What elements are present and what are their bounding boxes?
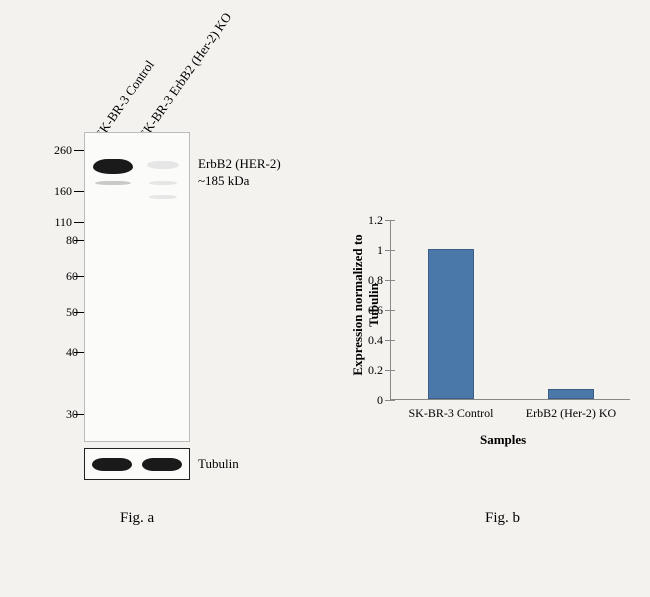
y-tick-label: 1.2	[357, 213, 383, 228]
tubulin-blot-membrane	[84, 448, 190, 480]
mw-tick	[74, 222, 84, 223]
band-faint	[149, 181, 177, 185]
x-tick-label: SK-BR-3 Control	[396, 406, 506, 421]
mw-tick	[74, 414, 84, 415]
mw-tick	[74, 352, 84, 353]
band-tubulin-control	[92, 458, 132, 471]
band-faint	[95, 181, 131, 185]
y-tick-inner	[391, 340, 395, 341]
mw-tick	[74, 276, 84, 277]
y-tick-inner	[391, 310, 395, 311]
y-tick-label: 1	[357, 243, 383, 258]
x-axis-label: Samples	[480, 432, 526, 448]
y-tick-label: 0.6	[357, 303, 383, 318]
y-tick-label: 0.2	[357, 363, 383, 378]
band-erbb2-control	[93, 159, 133, 174]
band-erbb2-ko	[147, 161, 179, 169]
mw-label: 110	[44, 215, 72, 230]
y-tick-inner	[391, 280, 395, 281]
figure-b-caption: Fig. b	[485, 510, 520, 527]
band-faint	[149, 195, 177, 199]
bar	[428, 249, 474, 399]
bar-chart-panel: Expression normalized to Tubulin 00.20.4…	[320, 0, 650, 597]
band-tubulin-ko	[142, 458, 182, 471]
mw-tick	[74, 312, 84, 313]
x-tick-label: ErbB2 (Her-2) KO	[516, 406, 626, 421]
figure-a-caption: Fig. a	[120, 510, 154, 527]
y-tick-inner	[391, 370, 395, 371]
western-blot-panel: SK-BR-3 Control SK-BR-3 ErbB2 (Her-2) KO…	[0, 0, 320, 597]
chart-plot-area: 00.20.40.60.811.2SK-BR-3 ControlErbB2 (H…	[390, 220, 630, 400]
mw-tick	[74, 240, 84, 241]
y-tick-inner	[391, 220, 395, 221]
mw-tick	[74, 150, 84, 151]
target-band-size: ~185 kDa	[198, 173, 249, 189]
mw-tick	[74, 191, 84, 192]
y-tick-label: 0	[357, 393, 383, 408]
y-tick-label: 0.4	[357, 333, 383, 348]
mw-label: 160	[44, 184, 72, 199]
y-tick-label: 0.8	[357, 273, 383, 288]
mw-label: 260	[44, 143, 72, 158]
main-blot-membrane	[84, 132, 190, 442]
loading-control-label: Tubulin	[198, 456, 239, 472]
y-tick-inner	[391, 400, 395, 401]
y-tick-inner	[391, 250, 395, 251]
bar	[548, 389, 594, 400]
target-band-label: ErbB2 (HER-2)	[198, 156, 281, 172]
